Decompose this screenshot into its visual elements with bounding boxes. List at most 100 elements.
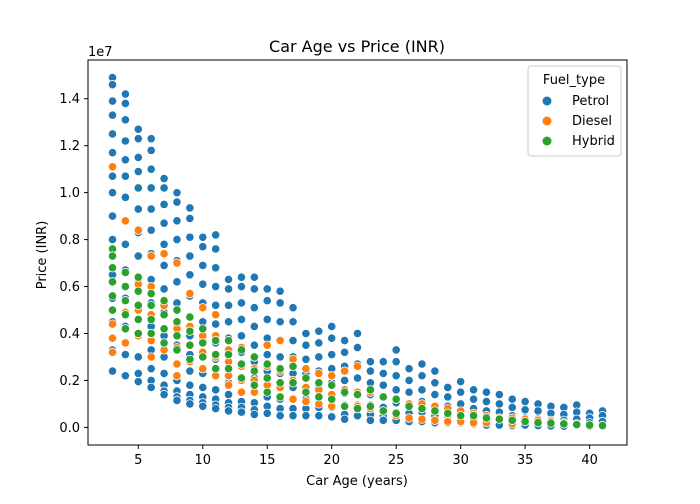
point-petrol xyxy=(352,328,363,339)
point-petrol xyxy=(223,317,234,327)
point-petrol xyxy=(340,375,350,386)
point-petrol xyxy=(107,234,118,245)
point-diesel xyxy=(236,387,247,397)
point-petrol xyxy=(262,408,272,418)
point-hybrid xyxy=(494,414,504,424)
point-petrol xyxy=(249,303,259,313)
x-tick-label: 5 xyxy=(134,453,142,468)
ticks-layer: 5 10 15 20 25 30 35 40 0.0 0.2 0.4 0.6 0.8 1.0 1.2 1.4 xyxy=(59,92,598,468)
point-diesel xyxy=(120,338,130,348)
point-petrol xyxy=(249,409,259,420)
point-petrol xyxy=(159,199,169,209)
point-hybrid xyxy=(146,314,156,325)
y-tick-label: 1.4 xyxy=(59,92,80,107)
point-petrol xyxy=(211,263,221,273)
point-petrol xyxy=(340,335,350,346)
point-diesel xyxy=(275,335,285,346)
point-petrol xyxy=(417,385,427,395)
point-petrol xyxy=(236,407,247,417)
point-hybrid xyxy=(352,404,363,414)
point-hybrid xyxy=(572,419,582,430)
point-petrol xyxy=(365,415,375,425)
point-petrol xyxy=(120,115,130,125)
point-petrol xyxy=(211,300,221,310)
point-petrol xyxy=(275,286,285,296)
point-diesel xyxy=(314,368,324,378)
point-petrol xyxy=(391,371,401,381)
point-hybrid xyxy=(301,373,311,383)
point-petrol xyxy=(159,173,169,184)
y-axis-label: Price (INR) xyxy=(35,221,50,290)
point-petrol xyxy=(391,357,401,367)
point-petrol xyxy=(288,303,298,313)
point-hybrid xyxy=(288,378,298,388)
x-tick-label: 10 xyxy=(194,453,211,468)
point-petrol xyxy=(133,183,143,193)
point-petrol xyxy=(236,298,247,308)
point-petrol xyxy=(120,371,130,381)
x-tick-label: 20 xyxy=(323,453,340,468)
point-petrol xyxy=(340,347,350,357)
point-hybrid xyxy=(185,326,195,336)
point-petrol xyxy=(262,314,272,325)
point-hybrid xyxy=(159,338,169,348)
point-hybrid xyxy=(120,281,130,292)
point-petrol xyxy=(159,284,169,294)
point-diesel xyxy=(288,394,298,404)
point-petrol xyxy=(314,411,324,421)
y-offset-label: 1e7 xyxy=(88,45,113,60)
point-hybrid xyxy=(468,411,479,421)
point-hybrid xyxy=(236,359,247,369)
point-petrol xyxy=(417,371,427,381)
point-hybrid xyxy=(107,277,118,287)
point-diesel xyxy=(404,413,414,423)
point-petrol xyxy=(146,145,156,155)
point-petrol xyxy=(172,216,182,226)
legend-label-petrol: Petrol xyxy=(572,94,609,109)
point-petrol xyxy=(378,415,388,425)
point-hybrid xyxy=(198,352,208,362)
point-hybrid xyxy=(275,364,285,374)
point-petrol xyxy=(159,368,169,378)
point-hybrid xyxy=(133,272,143,282)
point-hybrid xyxy=(249,380,259,390)
point-hybrid xyxy=(301,387,311,397)
point-petrol xyxy=(211,404,221,414)
point-petrol xyxy=(133,204,143,214)
point-hybrid xyxy=(585,420,595,430)
point-petrol xyxy=(468,394,479,404)
point-hybrid xyxy=(146,328,156,339)
legend-marker-petrol xyxy=(542,96,552,106)
point-petrol xyxy=(288,317,298,327)
point-petrol xyxy=(352,342,363,353)
point-petrol xyxy=(481,387,492,397)
point-petrol xyxy=(185,251,195,261)
point-petrol xyxy=(223,284,234,294)
chart-title: Car Age vs Price (INR) xyxy=(269,37,445,56)
point-hybrid xyxy=(391,394,401,404)
point-petrol xyxy=(107,366,118,376)
point-petrol xyxy=(172,277,182,287)
point-petrol xyxy=(378,357,388,367)
point-petrol xyxy=(133,377,143,387)
point-petrol xyxy=(249,272,259,282)
point-petrol xyxy=(146,225,156,235)
point-diesel xyxy=(211,310,221,320)
point-petrol xyxy=(211,281,221,292)
point-petrol xyxy=(249,340,259,350)
legend-marker-diesel xyxy=(542,116,552,126)
point-petrol xyxy=(520,396,530,407)
point-petrol xyxy=(249,321,259,332)
legend-label-diesel: Diesel xyxy=(572,114,612,129)
point-petrol xyxy=(223,300,234,310)
point-hybrid xyxy=(223,364,234,374)
point-hybrid xyxy=(107,251,118,261)
point-diesel xyxy=(146,251,156,261)
point-petrol xyxy=(391,345,401,355)
point-petrol xyxy=(159,389,169,400)
point-petrol xyxy=(107,148,118,158)
point-hybrid xyxy=(185,312,195,322)
point-diesel xyxy=(327,371,337,381)
point-petrol xyxy=(352,373,363,383)
point-petrol xyxy=(185,213,195,224)
